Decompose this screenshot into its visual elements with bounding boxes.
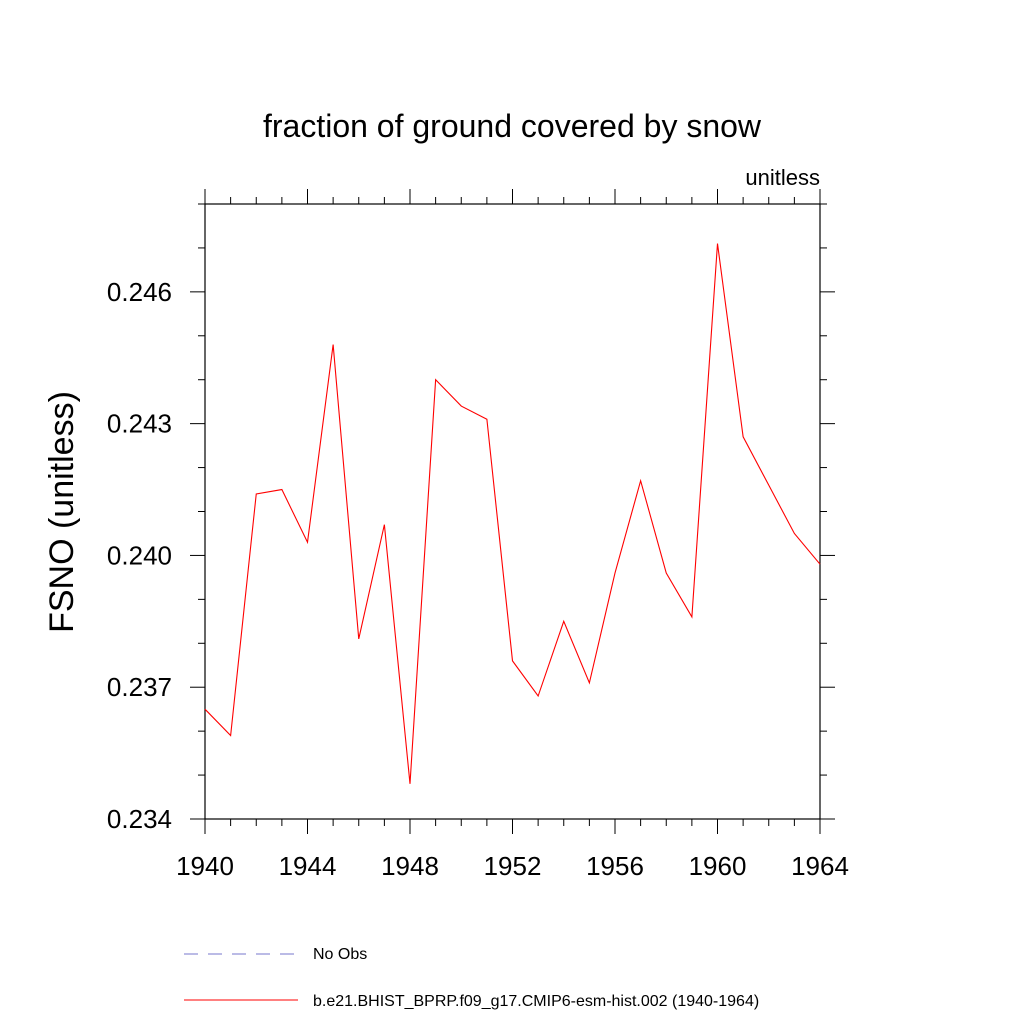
units-label: unitless — [745, 165, 820, 190]
x-tick-label: 1952 — [484, 851, 542, 881]
y-tick-label: 0.234 — [107, 804, 172, 834]
legend: No Obs b.e21.BHIST_BPRP.f09_g17.CMIP6-es… — [184, 946, 759, 1010]
series-line — [204, 243, 821, 784]
y-tick-label: 0.240 — [107, 540, 172, 570]
legend-label-model: b.e21.BHIST_BPRP.f09_g17.CMIP6-esm-hist.… — [313, 993, 759, 1010]
series-group — [204, 243, 821, 784]
plot-frame — [204, 203, 821, 820]
y-tick-label: 0.246 — [107, 277, 172, 307]
legend-label-no-obs: No Obs — [313, 946, 367, 963]
chart-title: fraction of ground covered by snow — [263, 108, 762, 144]
x-tick-label: 1960 — [689, 851, 747, 881]
x-tick-label: 1956 — [586, 851, 644, 881]
y-tick-label: 0.237 — [107, 672, 172, 702]
x-tick-labels: 1940 1944 1948 1952 1956 1960 1964 — [176, 851, 849, 881]
axis-ticks — [190, 189, 835, 834]
x-tick-label: 1948 — [381, 851, 439, 881]
y-axis-label: FSNO (unitless) — [43, 391, 81, 633]
x-tick-label: 1940 — [176, 851, 234, 881]
y-tick-labels: 0.234 0.237 0.240 0.243 0.246 — [107, 277, 172, 834]
x-tick-label: 1944 — [279, 851, 337, 881]
x-tick-label: 1964 — [791, 851, 849, 881]
y-tick-label: 0.243 — [107, 409, 172, 439]
